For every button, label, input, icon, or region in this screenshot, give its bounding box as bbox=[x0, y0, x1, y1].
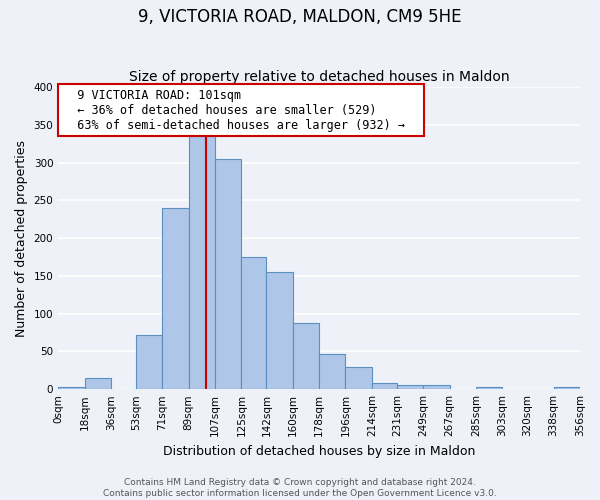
Bar bbox=[215, 159, 241, 389]
Bar bbox=[319, 354, 346, 389]
Bar bbox=[188, 136, 215, 389]
Y-axis label: Number of detached properties: Number of detached properties bbox=[15, 140, 28, 336]
Bar bbox=[136, 335, 162, 389]
Bar bbox=[162, 208, 188, 389]
Bar bbox=[476, 387, 502, 389]
Bar bbox=[266, 272, 293, 389]
Text: 9, VICTORIA ROAD, MALDON, CM9 5HE: 9, VICTORIA ROAD, MALDON, CM9 5HE bbox=[138, 8, 462, 26]
X-axis label: Distribution of detached houses by size in Maldon: Distribution of detached houses by size … bbox=[163, 444, 475, 458]
Text: 9 VICTORIA ROAD: 101sqm  
  ← 36% of detached houses are smaller (529)  
  63% o: 9 VICTORIA ROAD: 101sqm ← 36% of detache… bbox=[62, 88, 419, 132]
Text: Contains HM Land Registry data © Crown copyright and database right 2024.
Contai: Contains HM Land Registry data © Crown c… bbox=[103, 478, 497, 498]
Bar bbox=[241, 257, 266, 389]
Bar bbox=[58, 387, 85, 389]
Bar bbox=[372, 383, 397, 389]
Title: Size of property relative to detached houses in Maldon: Size of property relative to detached ho… bbox=[129, 70, 509, 85]
Bar bbox=[397, 386, 423, 389]
Bar bbox=[85, 378, 111, 389]
Bar bbox=[423, 386, 449, 389]
Bar bbox=[293, 324, 319, 389]
Bar bbox=[346, 368, 372, 389]
Bar bbox=[554, 387, 580, 389]
